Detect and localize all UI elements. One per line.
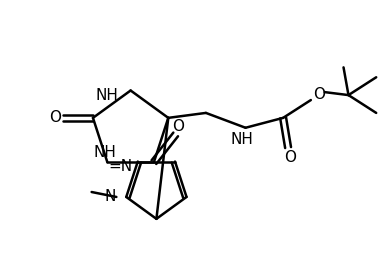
Text: O: O [172, 119, 184, 134]
Text: NH: NH [94, 145, 117, 160]
Text: O: O [49, 110, 61, 125]
Text: O: O [313, 87, 325, 102]
Text: NH: NH [96, 88, 119, 103]
Text: N: N [105, 190, 116, 204]
Text: NH: NH [230, 132, 253, 147]
Text: O: O [284, 150, 296, 165]
Text: =N: =N [109, 159, 133, 174]
